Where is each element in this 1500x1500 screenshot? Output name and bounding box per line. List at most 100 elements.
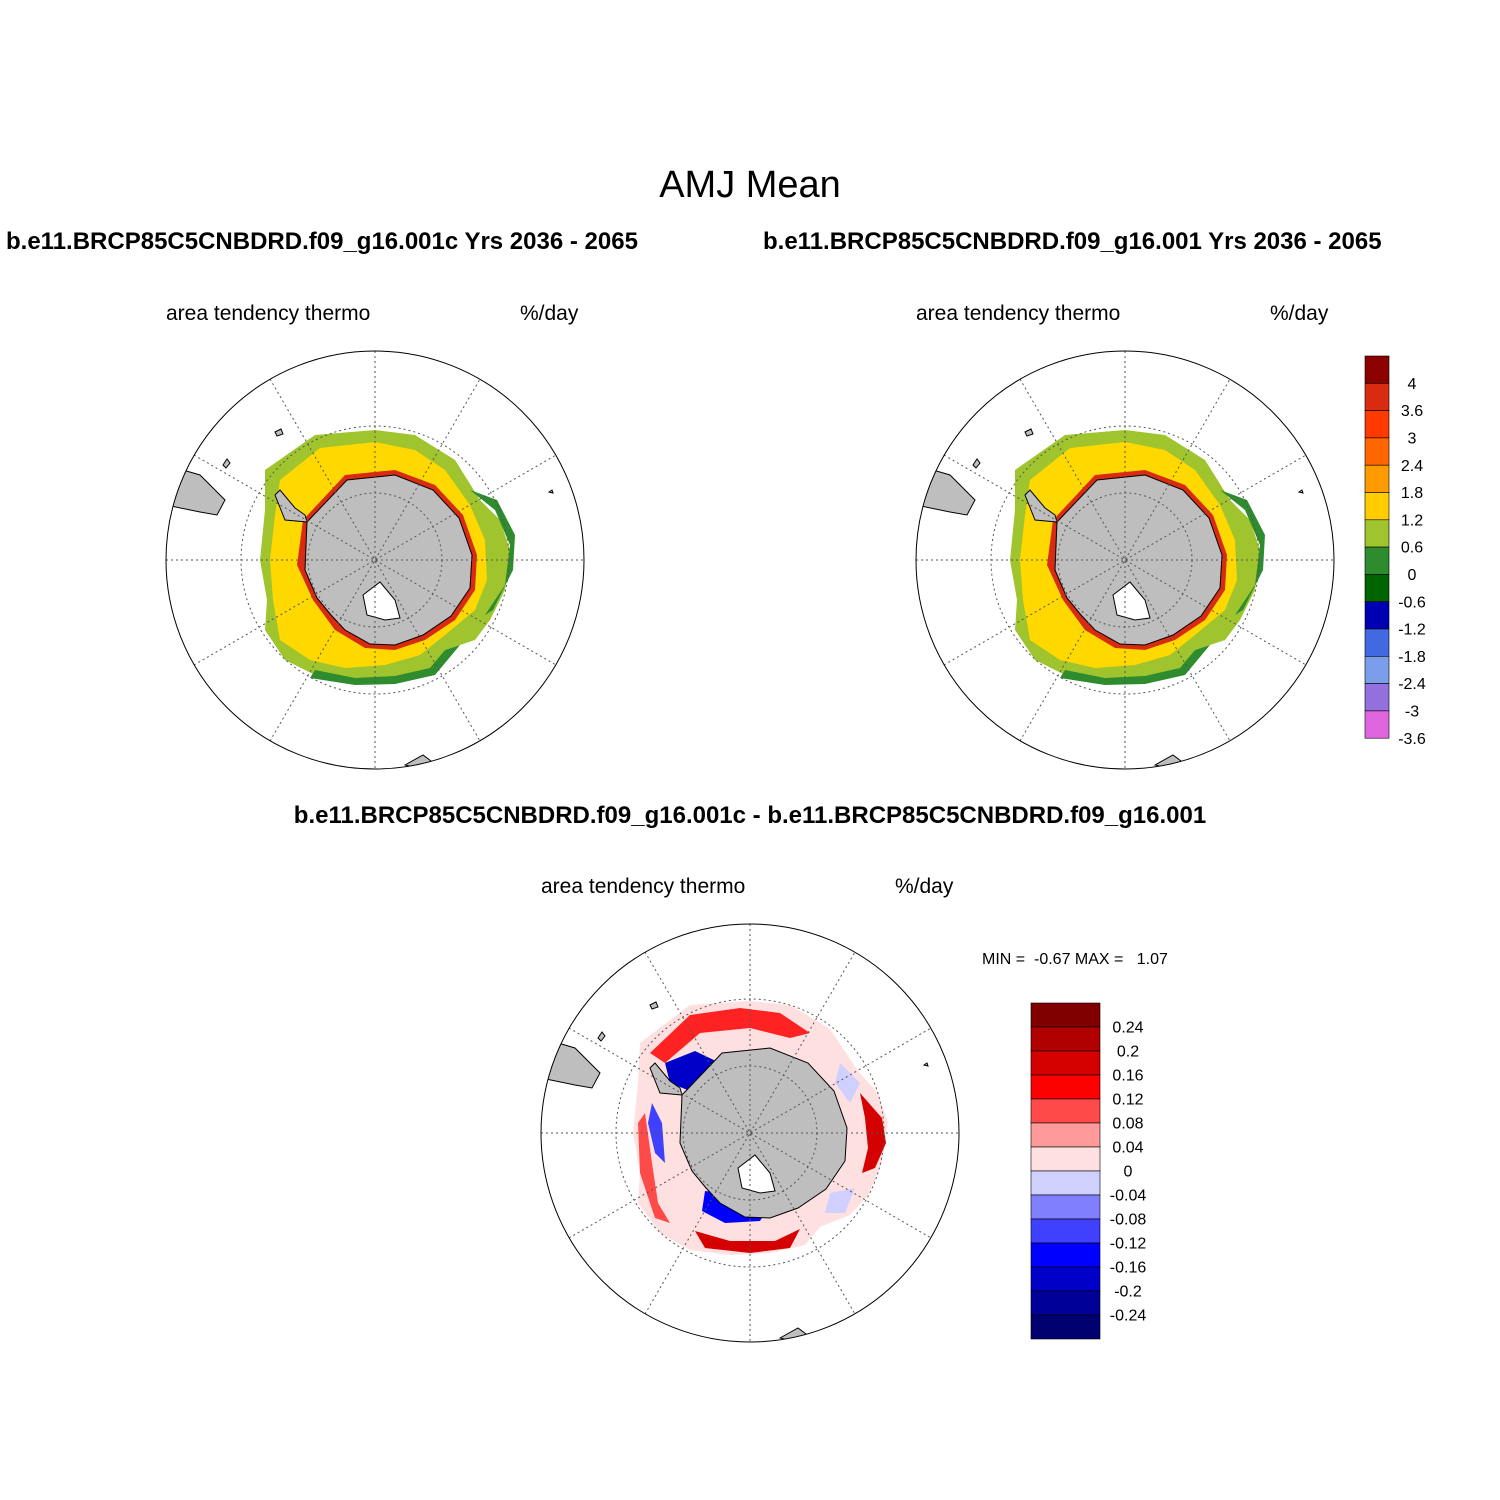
difference-colorbar-label-2: 0.16 bbox=[1112, 1068, 1143, 1085]
map3-island-b bbox=[597, 1031, 606, 1042]
field-colorbar-box-10 bbox=[1364, 628, 1390, 657]
difference-colorbar-box-4 bbox=[1030, 1098, 1101, 1124]
field-colorbar-box-13 bbox=[1364, 710, 1390, 739]
difference-colorbar-label-7: -0.04 bbox=[1110, 1188, 1147, 1205]
map2-ross-ice-shelf bbox=[1112, 581, 1151, 621]
map2-ice-darkgreen bbox=[1060, 490, 1265, 685]
field-colorbar-box-7 bbox=[1364, 546, 1390, 575]
map3-border bbox=[540, 923, 960, 1343]
map3-diff-red-north bbox=[650, 1008, 810, 1063]
difference-colorbar-box-9 bbox=[1030, 1218, 1101, 1244]
difference-colorbar-label-12: -0.24 bbox=[1110, 1308, 1147, 1325]
difference-colorbar-box-2 bbox=[1030, 1050, 1101, 1076]
map2-border bbox=[915, 350, 1335, 770]
panel3-min-max: MIN = -0.67 MAX = 1.07 bbox=[982, 951, 1168, 968]
field-colorbar: 4 3.6 3 2.4 1.8 1.2 0.6 0 -0.6 -1.2 -1.8 -2.4 -3 -3.6 bbox=[1364, 355, 1426, 748]
difference-colorbar: 0.24 0.2 0.16 0.12 0.08 0.04 0 -0.04 -0.08 -0.12 -… bbox=[1030, 1002, 1147, 1340]
field-colorbar-label-4: 1.8 bbox=[1401, 485, 1423, 502]
map3-island-d bbox=[922, 1062, 929, 1067]
map1-ice-darkgreen bbox=[310, 490, 515, 685]
field-colorbar-label-2: 3 bbox=[1408, 431, 1417, 448]
field-colorbar-box-3 bbox=[1364, 437, 1390, 466]
field-colorbar-label-5: 1.2 bbox=[1401, 512, 1423, 529]
map3-diff-red-west bbox=[638, 1113, 670, 1223]
difference-colorbar-box-12 bbox=[1030, 1290, 1101, 1316]
map1-island-a bbox=[274, 428, 284, 437]
map3-island-a bbox=[649, 1001, 659, 1010]
map1-antarctica bbox=[304, 474, 473, 646]
map3-antarctica bbox=[679, 1047, 848, 1219]
difference-colorbar-box-7 bbox=[1030, 1170, 1101, 1196]
field-colorbar-box-5 bbox=[1364, 492, 1390, 521]
difference-colorbar-box-5 bbox=[1030, 1122, 1101, 1148]
map3-ross-ice-shelf bbox=[737, 1154, 776, 1194]
map1-ross-ice-shelf bbox=[362, 581, 401, 621]
field-colorbar-label-13: -3.6 bbox=[1398, 731, 1426, 748]
figure-title: AMJ Mean bbox=[659, 164, 841, 206]
map2-island-d bbox=[1297, 489, 1304, 494]
map2-graticule bbox=[916, 351, 1334, 769]
difference-colorbar-box-1 bbox=[1030, 1026, 1101, 1052]
map2-peninsula bbox=[1024, 489, 1058, 523]
field-colorbar-box-4 bbox=[1364, 464, 1390, 493]
panel1-variable-label: area tendency thermo bbox=[166, 302, 371, 325]
panel2-variable-label: area tendency thermo bbox=[916, 302, 1121, 325]
field-colorbar-box-0 bbox=[1364, 355, 1390, 384]
field-colorbar-label-9: -1.2 bbox=[1398, 622, 1426, 639]
field-colorbar-box-8 bbox=[1364, 574, 1390, 603]
field-colorbar-box-12 bbox=[1364, 683, 1390, 712]
difference-colorbar-box-8 bbox=[1030, 1194, 1101, 1220]
map-panel-2 bbox=[915, 350, 1335, 770]
panel3-units-label: %/day bbox=[895, 875, 954, 898]
difference-colorbar-label-0: 0.24 bbox=[1112, 1020, 1143, 1037]
panel3-case-title: b.e11.BRCP85C5CNBDRD.f09_g16.001c - b.e1… bbox=[293, 802, 1207, 829]
difference-colorbar-box-6 bbox=[1030, 1146, 1101, 1172]
map3-graticule bbox=[541, 924, 959, 1342]
map1-graticule bbox=[166, 351, 584, 769]
panel2-case-title: b.e11.BRCP85C5CNBDRD.f09_g16.001 Yrs 203… bbox=[763, 228, 1382, 255]
field-colorbar-label-10: -1.8 bbox=[1398, 649, 1426, 666]
panel1-units-label: %/day bbox=[520, 302, 579, 325]
map-panel-1 bbox=[165, 350, 585, 770]
map3-diff-lightblue-east bbox=[825, 1063, 860, 1213]
panel1-case-title: b.e11.BRCP85C5CNBDRD.f09_g16.001c Yrs 20… bbox=[6, 228, 638, 255]
difference-colorbar-box-13 bbox=[1030, 1314, 1101, 1340]
difference-colorbar-label-1: 0.2 bbox=[1117, 1044, 1139, 1061]
difference-colorbar-label-4: 0.08 bbox=[1112, 1116, 1143, 1133]
difference-colorbar-label-10: -0.16 bbox=[1110, 1260, 1147, 1277]
difference-colorbar-box-10 bbox=[1030, 1242, 1101, 1268]
map2-island-b bbox=[972, 458, 981, 469]
field-colorbar-label-8: -0.6 bbox=[1398, 594, 1426, 611]
map1-border bbox=[165, 350, 585, 770]
panel3-variable-label: area tendency thermo bbox=[541, 875, 746, 898]
field-colorbar-label-6: 0.6 bbox=[1401, 540, 1423, 557]
difference-colorbar-label-11: -0.2 bbox=[1114, 1284, 1142, 1301]
map-panel-3 bbox=[540, 923, 960, 1343]
map1-island-b bbox=[222, 458, 231, 469]
difference-colorbar-label-8: -0.08 bbox=[1110, 1212, 1147, 1229]
field-colorbar-label-11: -2.4 bbox=[1398, 676, 1426, 693]
field-colorbar-label-12: -3 bbox=[1405, 704, 1419, 721]
difference-colorbar-label-3: 0.12 bbox=[1112, 1092, 1143, 1109]
field-colorbar-label-7: 0 bbox=[1408, 567, 1417, 584]
difference-colorbar-label-6: 0 bbox=[1124, 1164, 1133, 1181]
difference-colorbar-label-5: 0.04 bbox=[1112, 1140, 1143, 1157]
field-colorbar-box-9 bbox=[1364, 601, 1390, 630]
field-colorbar-label-0: 4 bbox=[1408, 376, 1417, 393]
map2-island-a bbox=[1024, 428, 1034, 437]
map3-peninsula bbox=[649, 1062, 683, 1096]
map3-diff-red-south bbox=[695, 1229, 800, 1253]
difference-colorbar-box-0 bbox=[1030, 1002, 1101, 1028]
map2-antarctica bbox=[1054, 474, 1223, 646]
field-colorbar-box-1 bbox=[1364, 382, 1390, 411]
map1-peninsula bbox=[274, 489, 308, 523]
field-colorbar-label-1: 3.6 bbox=[1401, 403, 1423, 420]
difference-colorbar-box-11 bbox=[1030, 1266, 1101, 1292]
panel2-units-label: %/day bbox=[1270, 302, 1329, 325]
field-colorbar-box-11 bbox=[1364, 655, 1390, 684]
field-colorbar-label-3: 2.4 bbox=[1401, 458, 1423, 475]
map1-island-d bbox=[547, 489, 554, 494]
difference-colorbar-label-9: -0.12 bbox=[1110, 1236, 1147, 1253]
field-colorbar-box-6 bbox=[1364, 519, 1390, 548]
